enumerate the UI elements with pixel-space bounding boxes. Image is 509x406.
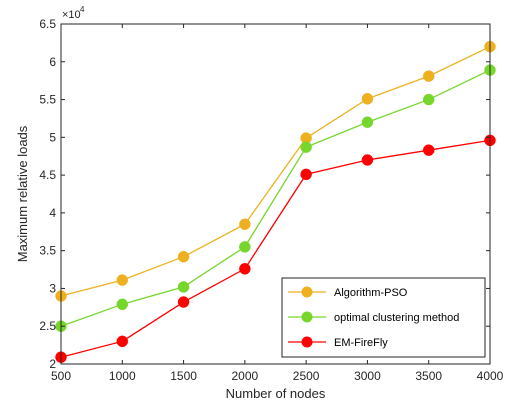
- x-tick-label: 2500: [293, 369, 320, 383]
- data-point: [239, 263, 251, 275]
- legend: Algorithm-PSO optimal clustering method EM…: [281, 277, 486, 358]
- data-point: [177, 250, 190, 263]
- data-point: [422, 93, 435, 106]
- legend-label: optimal clustering method: [334, 312, 459, 324]
- series-line: [60, 46, 491, 297]
- data-point: [116, 274, 129, 286]
- y-axis-label: Maximum relative loads: [15, 125, 30, 262]
- y-tick-label: 3.5: [39, 244, 56, 258]
- data-point: [177, 296, 190, 308]
- legend-marker: [301, 311, 313, 323]
- y-tick-label: 5: [49, 130, 56, 144]
- x-tick-label: 500: [51, 369, 71, 383]
- data-point: [300, 168, 312, 181]
- data-point: [422, 144, 435, 156]
- y-tick-label: 5.5: [39, 93, 56, 107]
- data-point: [116, 298, 129, 311]
- plot-frame: [60, 23, 491, 365]
- x-axis-label: Number of nodes: [226, 386, 326, 401]
- x-tick-label: 3500: [415, 369, 442, 383]
- legend-label: EM-FireFly: [334, 337, 388, 349]
- data-point: [361, 93, 374, 105]
- series-line: [60, 69, 491, 327]
- legend-entry: EM-FireFly: [288, 336, 388, 349]
- data-point: [239, 218, 251, 230]
- tick-layer: 500 1000 1500 2000 2500 3000 3500 4000 2 2.5 3 3.5 4…: [39, 17, 503, 383]
- x-tick-label: 3000: [354, 369, 381, 383]
- data-point: [300, 141, 312, 153]
- legend-marker: [301, 336, 313, 348]
- y-tick-label: 2: [49, 357, 56, 371]
- series-line: [60, 139, 491, 358]
- y-exponent-base: ×10: [62, 9, 81, 21]
- legend-label: Algorithm-PSO: [334, 287, 408, 299]
- legend-entry: optimal clustering method: [288, 311, 459, 324]
- series-layer: [55, 40, 496, 363]
- legend-marker: [301, 286, 313, 298]
- data-point: [239, 241, 251, 253]
- y-tick-label: 6.5: [39, 17, 56, 31]
- y-exponent-label: ×10 4: [62, 5, 85, 21]
- legend-entry: Algorithm-PSO: [288, 286, 408, 299]
- data-point: [361, 116, 374, 128]
- series-1: [55, 64, 496, 332]
- data-point: [422, 70, 435, 82]
- x-tick-label: 1000: [109, 369, 136, 383]
- x-tick-label: 1500: [170, 369, 197, 383]
- series-2: [55, 134, 496, 363]
- y-tick-label: 2.5: [39, 319, 56, 333]
- data-point: [177, 281, 190, 293]
- x-tick-label: 4000: [477, 369, 504, 383]
- y-tick-label: 3: [49, 281, 56, 295]
- data-point: [361, 154, 374, 166]
- series-0: [55, 40, 496, 302]
- y-tick-label: 4: [49, 206, 56, 220]
- y-tick-label: 4.5: [39, 168, 56, 182]
- y-tick-label: 6: [49, 55, 56, 69]
- y-exponent-power: 4: [80, 5, 85, 14]
- x-tick-label: 2000: [232, 369, 259, 383]
- data-point: [116, 335, 129, 348]
